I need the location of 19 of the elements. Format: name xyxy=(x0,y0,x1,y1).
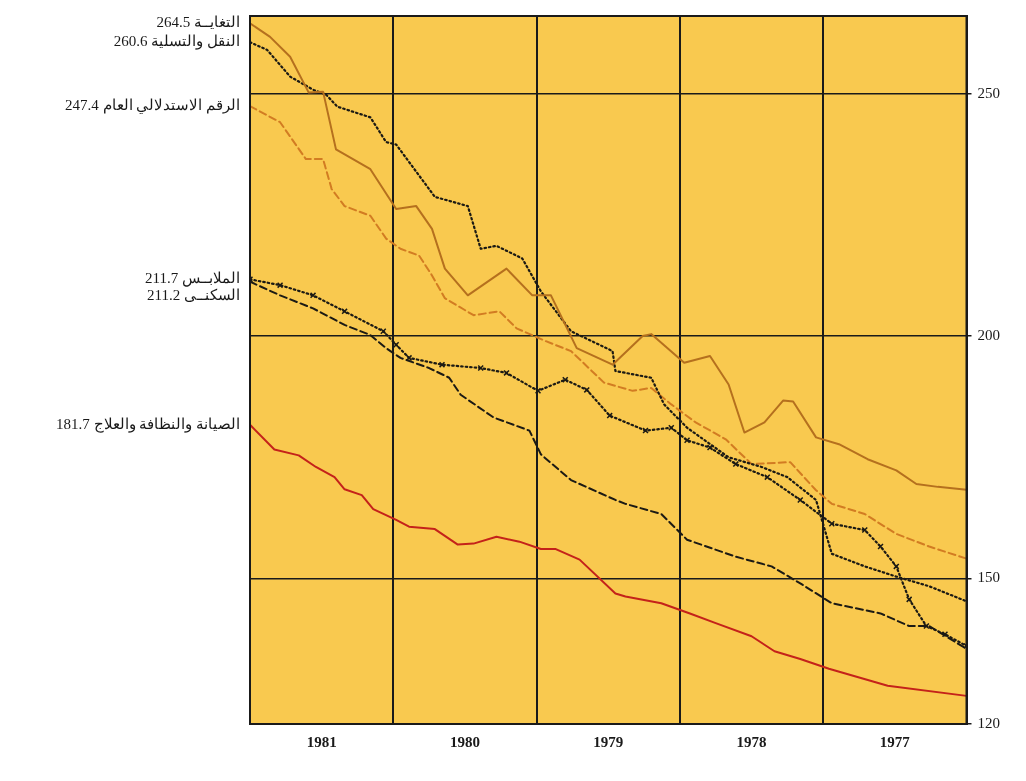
point xyxy=(276,281,284,289)
y-tick-label: 250 xyxy=(977,84,1000,101)
x-tick-label: 1981 xyxy=(306,733,337,750)
text: الملابــس 211.7 xyxy=(145,270,240,287)
text: الرقم الاستدلالي العام 247.4 xyxy=(65,97,240,114)
point xyxy=(877,543,884,550)
y-tick-label: 200 xyxy=(977,326,1000,343)
x-tick-label: 1977 xyxy=(879,733,911,750)
x-tick-label: 1980 xyxy=(449,733,480,750)
x-tick-label: 1978 xyxy=(736,733,767,750)
y-tick-label: 120 xyxy=(977,714,1000,731)
text: النقل والتسلية 260.6 xyxy=(113,33,240,50)
text: السكنــى 211.2 xyxy=(147,287,240,304)
text: الصيانة والنظافة والعلاج 181.7 xyxy=(56,415,240,432)
point xyxy=(668,424,675,431)
y-tick-label: 150 xyxy=(977,569,1000,586)
point xyxy=(562,376,569,383)
x-tick-label: 1979 xyxy=(593,733,624,750)
text: التغايــة 264.5 xyxy=(156,14,240,31)
